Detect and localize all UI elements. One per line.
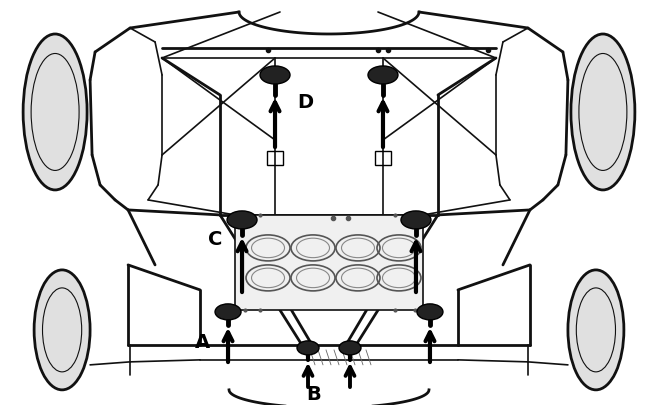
Text: C: C xyxy=(208,230,222,249)
Ellipse shape xyxy=(260,66,290,84)
Ellipse shape xyxy=(339,341,361,355)
Ellipse shape xyxy=(23,34,87,190)
Text: D: D xyxy=(297,93,313,112)
Ellipse shape xyxy=(215,304,241,320)
Text: A: A xyxy=(195,333,210,352)
Ellipse shape xyxy=(568,270,624,390)
Ellipse shape xyxy=(368,66,398,84)
Text: B: B xyxy=(306,385,320,404)
Ellipse shape xyxy=(401,211,431,229)
Ellipse shape xyxy=(297,341,319,355)
Ellipse shape xyxy=(34,270,90,390)
FancyBboxPatch shape xyxy=(235,215,423,310)
Ellipse shape xyxy=(417,304,443,320)
Ellipse shape xyxy=(571,34,635,190)
Ellipse shape xyxy=(227,211,257,229)
